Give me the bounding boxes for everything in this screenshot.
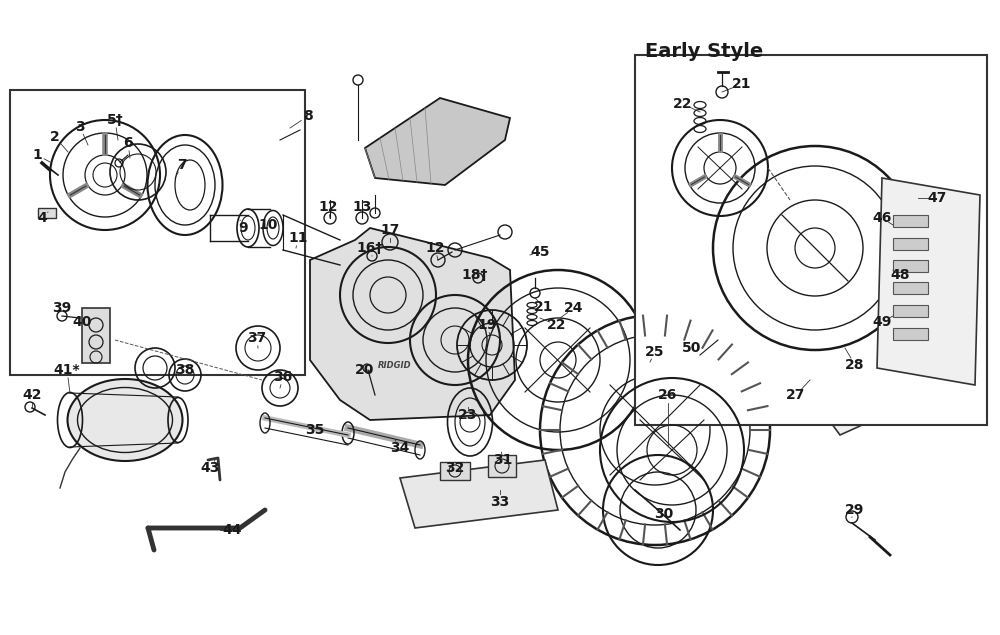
Text: 49: 49: [872, 315, 892, 329]
Text: 27: 27: [786, 388, 806, 402]
Text: 1: 1: [32, 148, 42, 162]
Text: 21: 21: [732, 77, 752, 91]
Text: 18†: 18†: [462, 268, 488, 282]
Bar: [893, 238, 928, 250]
Text: 41*: 41*: [54, 363, 80, 377]
Text: 17: 17: [380, 223, 400, 237]
Text: 7: 7: [177, 158, 187, 172]
Text: 16†: 16†: [357, 241, 383, 255]
Text: 50: 50: [682, 341, 702, 355]
Text: 29: 29: [845, 503, 865, 517]
Text: 8: 8: [303, 109, 313, 123]
Bar: [802, 355, 832, 365]
Text: 34: 34: [390, 441, 410, 455]
Bar: [893, 305, 928, 317]
Text: 33: 33: [490, 495, 510, 509]
Polygon shape: [770, 295, 940, 435]
Text: 13: 13: [352, 200, 372, 214]
Text: 40: 40: [72, 315, 92, 329]
Text: 22: 22: [547, 318, 567, 332]
Bar: [806, 398, 836, 408]
Text: 42: 42: [22, 388, 42, 402]
Text: 9: 9: [238, 221, 248, 235]
Text: 11: 11: [288, 231, 308, 245]
Text: 36: 36: [273, 370, 293, 384]
Polygon shape: [310, 228, 515, 420]
Polygon shape: [365, 98, 510, 185]
Text: 19: 19: [477, 318, 497, 332]
Bar: [10, 90, 305, 375]
Text: 20: 20: [355, 363, 375, 377]
Text: 12: 12: [318, 200, 338, 214]
Text: 47: 47: [927, 191, 947, 205]
Text: 48: 48: [890, 268, 910, 282]
Text: 24: 24: [564, 301, 584, 315]
Bar: [893, 260, 928, 272]
Ellipse shape: [68, 379, 182, 461]
Text: 31: 31: [493, 453, 513, 467]
Text: 6: 6: [123, 136, 133, 150]
Text: Early Style: Early Style: [645, 42, 763, 61]
Text: 22: 22: [673, 97, 693, 111]
Text: 3: 3: [75, 120, 85, 134]
Bar: [893, 328, 928, 340]
Text: 28: 28: [845, 358, 865, 372]
Bar: [893, 282, 928, 294]
Circle shape: [449, 465, 461, 477]
Text: 35: 35: [305, 423, 325, 437]
Bar: [893, 215, 928, 227]
Text: 46: 46: [872, 211, 892, 225]
Text: 30: 30: [654, 507, 674, 521]
Text: 4: 4: [37, 211, 47, 225]
Text: 2: 2: [50, 130, 60, 144]
Bar: [488, 455, 516, 477]
Bar: [82, 308, 110, 363]
Bar: [635, 55, 987, 425]
Text: 25: 25: [645, 345, 665, 359]
Text: 23: 23: [458, 408, 478, 422]
Bar: [440, 462, 470, 480]
Text: 39: 39: [52, 301, 72, 315]
Text: 12: 12: [425, 241, 445, 255]
Text: 10: 10: [258, 218, 278, 232]
Text: 44: 44: [222, 523, 242, 537]
Bar: [800, 330, 830, 340]
Bar: [38, 208, 56, 218]
Text: 43: 43: [200, 461, 220, 475]
Bar: [804, 375, 834, 385]
Text: 21: 21: [534, 300, 554, 314]
Text: RIDGID: RIDGID: [378, 361, 412, 370]
Text: 26: 26: [658, 388, 678, 402]
Polygon shape: [877, 178, 980, 385]
Text: 45: 45: [530, 245, 550, 259]
Text: 32: 32: [445, 461, 465, 475]
Text: 5†: 5†: [107, 113, 123, 127]
Polygon shape: [400, 460, 558, 528]
Text: 37: 37: [247, 331, 267, 345]
Text: 38: 38: [175, 363, 195, 377]
